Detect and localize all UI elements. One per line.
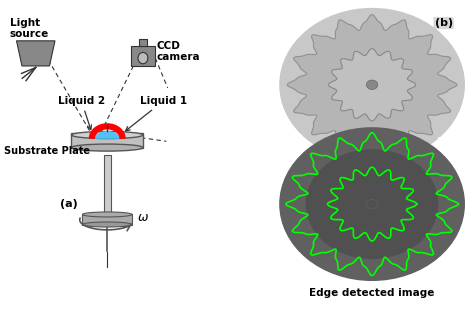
Text: CCD
camera: CCD camera [157,41,201,62]
Text: Substrate Plate: Substrate Plate [4,146,90,156]
Polygon shape [328,49,416,121]
Polygon shape [17,41,55,66]
Ellipse shape [82,212,132,217]
Ellipse shape [72,132,143,138]
Bar [130,46,155,66]
Circle shape [306,149,438,259]
Circle shape [279,8,465,162]
Ellipse shape [82,222,132,227]
Bar [139,39,147,46]
Text: Edge detected image: Edge detected image [310,288,435,298]
Text: (c): (c) [436,138,453,147]
Bar [82,214,132,225]
Bar [104,155,110,220]
Circle shape [366,80,378,89]
Ellipse shape [72,144,143,151]
Text: Liquid 2: Liquid 2 [58,96,105,129]
Text: Light
source: Light source [9,18,49,39]
Text: ω: ω [138,211,148,224]
Text: (a): (a) [60,199,78,209]
Polygon shape [95,131,119,139]
Polygon shape [287,14,457,155]
Bar [72,133,143,148]
Circle shape [138,52,148,64]
Circle shape [366,199,378,209]
Text: (b): (b) [435,18,453,28]
Text: Liquid 1: Liquid 1 [126,96,187,131]
Circle shape [306,30,438,140]
Circle shape [279,127,465,281]
